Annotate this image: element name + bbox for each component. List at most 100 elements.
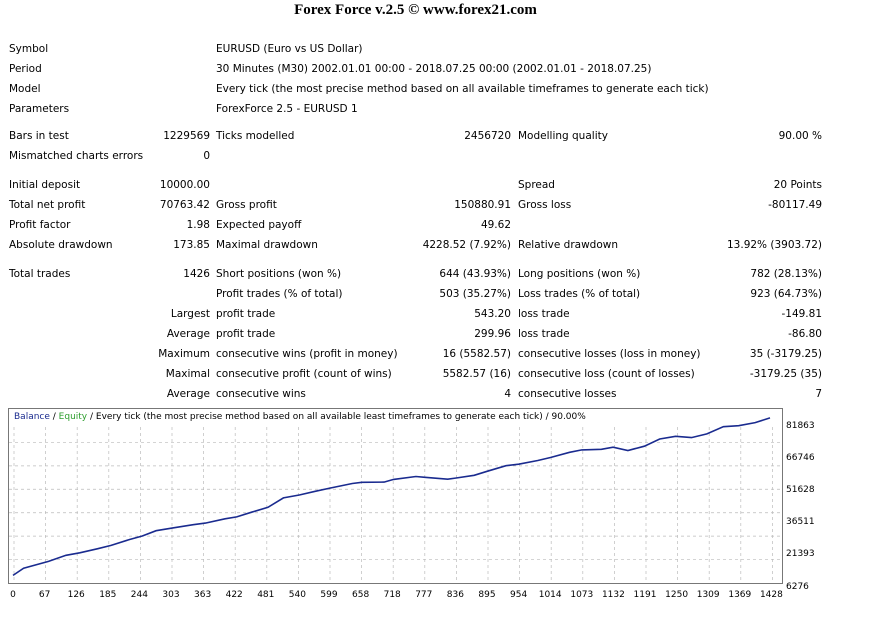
period-label: Period — [9, 63, 42, 75]
x-tick-label: 244 — [130, 590, 148, 600]
total-trades-label: Total trades — [9, 268, 71, 280]
x-tick-label: 718 — [383, 590, 401, 600]
gross-profit-value: 150880.91 — [454, 199, 511, 211]
spread-value: 20 Points — [773, 179, 822, 191]
mismatch-value: 0 — [203, 150, 210, 162]
chart-plot — [9, 417, 782, 583]
gross-loss-value: -80117.49 — [768, 199, 822, 211]
average-label: Average — [166, 328, 210, 340]
report-title: Forex Force v.2.5 © www.forex21.com — [294, 2, 537, 18]
x-tick-label: 1309 — [696, 590, 720, 600]
max-losses-value: 35 (-3179.25) — [749, 348, 822, 360]
loss-trades-label: Loss trades (% of total) — [518, 288, 641, 300]
relative-drawdown-value: 13.92% (3903.72) — [727, 239, 822, 251]
long-positions-value: 782 (28.13%) — [750, 268, 822, 280]
symbol-value: EURUSD (Euro vs US Dollar) — [216, 43, 363, 55]
deposit-label: Initial deposit — [9, 179, 81, 191]
symbol-label: Symbol — [9, 43, 49, 55]
x-tick-label: 1073 — [570, 590, 594, 600]
net-profit-label: Total net profit — [9, 199, 86, 211]
profit-factor-label: Profit factor — [9, 219, 71, 231]
x-tick-label: 481 — [257, 590, 275, 600]
maximal-loss-label: consecutive loss (count of losses) — [518, 368, 695, 380]
model-value: Every tick (the most precise method base… — [216, 83, 709, 95]
y-tick-label: 51628 — [786, 485, 815, 495]
largest-profit-label: profit trade — [216, 308, 276, 320]
largest-loss-label: loss trade — [518, 308, 570, 320]
expected-payoff-value: 49.62 — [480, 219, 511, 231]
legend-equity: Equity — [58, 412, 88, 422]
average-consecutive-label: Average — [166, 388, 210, 400]
average-consecutive-losses-value: 7 — [815, 388, 822, 400]
bars-value: 1229569 — [163, 130, 210, 142]
x-tick-label: 1014 — [538, 590, 562, 600]
maximal-loss-value: -3179.25 (35) — [749, 368, 822, 380]
x-tick-label: 422 — [225, 590, 243, 600]
legend-separator: / — [49, 412, 59, 422]
max-losses-label: consecutive losses (loss in money) — [518, 348, 701, 360]
x-tick-label: 658 — [352, 590, 370, 600]
average-consecutive-wins-label: consecutive wins — [216, 388, 306, 400]
long-positions-label: Long positions (won %) — [518, 268, 641, 280]
x-tick-label: 836 — [446, 590, 464, 600]
maximal-label: Maximal — [165, 368, 210, 380]
x-tick-label: 895 — [478, 590, 496, 600]
ticks-label: Ticks modelled — [216, 130, 295, 142]
x-tick-label: 363 — [194, 590, 212, 600]
total-trades-value: 1426 — [183, 268, 210, 280]
series-line-balance — [12, 417, 771, 577]
average-profit-label: profit trade — [216, 328, 276, 340]
y-tick-label: 6276 — [786, 582, 809, 592]
balance-chart: Balance / Equity / Every tick (the most … — [8, 408, 783, 584]
average-loss-value: -86.80 — [788, 328, 822, 340]
x-tick-label: 540 — [288, 590, 306, 600]
y-tick-label: 21393 — [786, 549, 815, 559]
gross-profit-label: Gross profit — [216, 199, 277, 211]
absolute-drawdown-value: 173.85 — [173, 239, 210, 251]
expected-payoff-label: Expected payoff — [216, 219, 302, 231]
maximum-label: Maximum — [158, 348, 210, 360]
y-tick-label: 66746 — [786, 453, 815, 463]
x-tick-label: 185 — [99, 590, 117, 600]
largest-profit-value: 543.20 — [474, 308, 511, 320]
chart-legend: Balance / Equity / Every tick (the most … — [14, 412, 586, 422]
x-tick-label: 954 — [510, 590, 528, 600]
short-positions-value: 644 (43.93%) — [439, 268, 511, 280]
maximal-profit-label: consecutive profit (count of wins) — [216, 368, 392, 380]
profit-trades-label: Profit trades (% of total) — [216, 288, 343, 300]
mismatch-label: Mismatched charts errors — [9, 150, 144, 162]
parameters-value: ForexForce 2.5 - EURUSD 1 — [216, 103, 358, 115]
max-wins-value: 16 (5582.57) — [442, 348, 511, 360]
quality-value: 90.00 % — [778, 130, 822, 142]
y-tick-label: 36511 — [786, 517, 815, 527]
maximal-profit-value: 5582.57 (16) — [442, 368, 511, 380]
x-tick-label: 67 — [38, 590, 51, 600]
bars-label: Bars in test — [9, 130, 69, 142]
x-tick-label: 303 — [162, 590, 180, 600]
average-consecutive-losses-label: consecutive losses — [518, 388, 617, 400]
average-loss-label: loss trade — [518, 328, 570, 340]
x-tick-label: 0 — [10, 590, 16, 600]
average-consecutive-wins-value: 4 — [504, 388, 511, 400]
max-wins-label: consecutive wins (profit in money) — [216, 348, 398, 360]
y-tick-label: 81863 — [786, 421, 815, 431]
x-tick-label: 599 — [320, 590, 338, 600]
x-tick-label: 1191 — [633, 590, 657, 600]
legend-description: / Every tick (the most precise method ba… — [87, 412, 586, 422]
profit-trades-value: 503 (35.27%) — [439, 288, 511, 300]
short-positions-label: Short positions (won %) — [216, 268, 342, 280]
largest-label: Largest — [170, 308, 210, 320]
absolute-drawdown-label: Absolute drawdown — [9, 239, 113, 251]
x-tick-label: 1250 — [665, 590, 689, 600]
x-tick-label: 126 — [67, 590, 85, 600]
quality-label: Modelling quality — [518, 130, 608, 142]
parameters-label: Parameters — [9, 103, 70, 115]
model-label: Model — [9, 83, 41, 95]
average-profit-value: 299.96 — [474, 328, 511, 340]
period-value: 30 Minutes (M30) 2002.01.01 00:00 - 2018… — [216, 63, 652, 75]
x-tick-label: 777 — [415, 590, 433, 600]
maximal-drawdown-label: Maximal drawdown — [216, 239, 318, 251]
net-profit-value: 70763.42 — [159, 199, 210, 211]
x-tick-label: 1132 — [601, 590, 625, 600]
loss-trades-value: 923 (64.73%) — [750, 288, 822, 300]
